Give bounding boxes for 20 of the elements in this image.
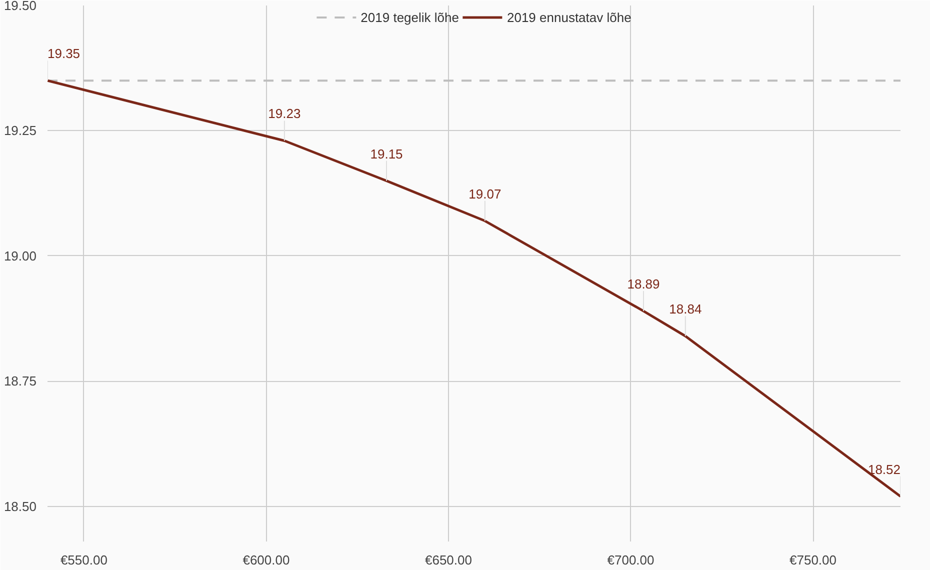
x-tick-label: €750.00 bbox=[790, 552, 837, 568]
line-series bbox=[48, 79, 900, 498]
y-tick-label: 18.75 bbox=[4, 374, 37, 389]
data-label: 19.35 bbox=[48, 46, 80, 62]
data-label: 19.23 bbox=[268, 106, 301, 122]
y-tick-label: 19.25 bbox=[4, 123, 37, 138]
data-label: 18.89 bbox=[627, 276, 660, 292]
data-label: 19.07 bbox=[468, 186, 502, 202]
x-tick-label: €700.00 bbox=[607, 552, 654, 568]
legend-label: 2019 ennustatav lõhe bbox=[506, 10, 632, 24]
y-tick-label: 19.00 bbox=[4, 248, 37, 264]
data-label: 19.15 bbox=[370, 146, 403, 162]
data-label: 18.52 bbox=[868, 462, 901, 477]
x-tick-label: €600.00 bbox=[242, 552, 290, 568]
y-tick-label: 18.50 bbox=[4, 498, 37, 514]
y-tick-label: 19.50 bbox=[4, 0, 37, 13]
x-tick-label: €550.00 bbox=[60, 552, 108, 568]
legend-label: 2019 tegelik lõhe bbox=[360, 10, 459, 24]
data-label: 18.84 bbox=[669, 302, 702, 317]
x-tick-label: €650.00 bbox=[424, 552, 472, 568]
